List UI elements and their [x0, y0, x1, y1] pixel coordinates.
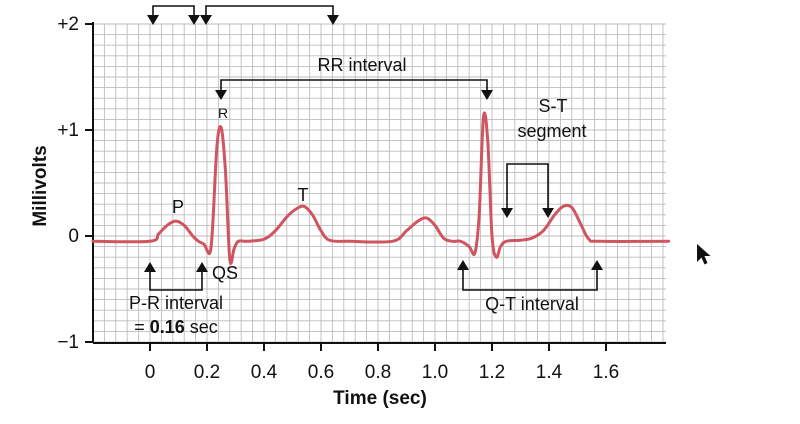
arrowhead [144, 262, 156, 272]
arrowhead [147, 15, 159, 25]
label-p-wave: P [172, 197, 184, 217]
y-axis-title: Millivolts [30, 145, 51, 226]
arrowhead [591, 260, 603, 270]
rr-interval-bracket [220, 79, 488, 92]
arrowhead [196, 262, 208, 272]
interval-brackets [144, 5, 603, 291]
arrowhead [200, 15, 212, 25]
label-st-line2: segment [517, 121, 586, 141]
q-t-interval-bracket [462, 268, 598, 291]
label-qt-interval: Q-T interval [485, 294, 579, 314]
arrowhead [327, 15, 339, 25]
x-tick-label: 0 [145, 362, 156, 383]
label-qs: QS [212, 263, 238, 283]
x-tick-label: 0.6 [308, 362, 334, 383]
arrowhead [457, 260, 469, 270]
label-pr-line1: P-R interval [129, 293, 223, 313]
top-bracket-left [152, 5, 195, 20]
x-tick-label: 1.6 [593, 362, 619, 383]
x-tick-label: 1.4 [536, 362, 563, 383]
x-axis-title: Time (sec) [333, 388, 427, 409]
arrowhead [188, 15, 200, 25]
y-tick-label: 0 [68, 226, 79, 247]
top-bracket-right [205, 5, 334, 20]
y-tick-label: +2 [57, 14, 79, 35]
axes [85, 22, 666, 351]
pr-line2-value: 0.16 [150, 317, 185, 337]
pr-line2-suffix: sec [185, 317, 218, 337]
x-tick-label: 1.0 [422, 362, 448, 383]
x-tick-label: 1.2 [479, 362, 505, 383]
arrowhead [542, 208, 554, 218]
x-tick-labels: 0 0.2 0.4 0.6 0.8 1.0 1.2 1.4 1.6 [145, 362, 620, 383]
mouse-cursor-icon [697, 244, 711, 265]
label-st-line1: S-T [539, 96, 568, 116]
series-layer [91, 111, 671, 265]
x-tick-label: 0.8 [365, 362, 391, 383]
pr-line2-prefix: = [134, 317, 150, 337]
x-tick-label: 0.2 [194, 362, 220, 383]
s-t-segment-bracket [506, 163, 549, 209]
arrowhead [501, 208, 513, 218]
y-tick-labels: +2 +1 0 −1 [57, 14, 79, 353]
x-tick-label: 0.4 [251, 362, 278, 383]
label-pr-line2: = 0.16 sec [134, 317, 218, 337]
label-r-peak: R [218, 105, 228, 121]
ecg-series-line [91, 111, 671, 265]
arrowhead [215, 90, 227, 100]
y-tick-label: +1 [57, 120, 79, 141]
label-t-wave: T [298, 185, 309, 205]
p-r-interval-bracket [149, 270, 203, 291]
label-rr-interval: RR interval [317, 55, 406, 75]
arrowhead [481, 90, 493, 100]
y-tick-label: −1 [57, 332, 79, 353]
